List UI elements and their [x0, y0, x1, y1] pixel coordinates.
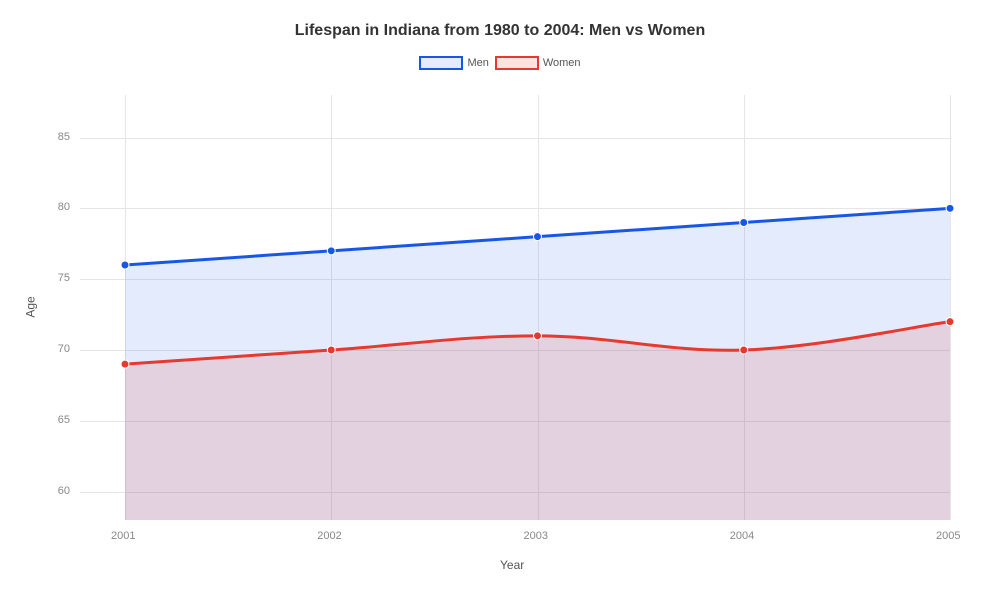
marker-men — [121, 261, 129, 269]
y-tick-label: 85 — [40, 131, 70, 143]
plot-area: 20012002200320042005606570758085 — [80, 95, 950, 520]
y-axis-title: Age — [24, 296, 38, 317]
marker-men — [327, 247, 335, 255]
legend: Men Women — [0, 56, 1000, 70]
gridline-vertical — [950, 95, 951, 520]
x-tick-label: 2001 — [111, 530, 135, 542]
legend-item-men: Men — [419, 56, 488, 70]
x-tick-label: 2004 — [730, 530, 754, 542]
legend-swatch-women — [495, 56, 539, 70]
chart-title: Lifespan in Indiana from 1980 to 2004: M… — [0, 0, 1000, 40]
y-tick-label: 60 — [40, 485, 70, 497]
chart-container: Lifespan in Indiana from 1980 to 2004: M… — [0, 0, 1000, 600]
y-tick-label: 80 — [40, 201, 70, 213]
marker-men — [946, 204, 954, 212]
marker-men — [740, 219, 748, 227]
marker-women — [534, 332, 542, 340]
marker-men — [534, 233, 542, 241]
y-tick-label: 75 — [40, 272, 70, 284]
x-tick-label: 2002 — [317, 530, 341, 542]
marker-women — [946, 318, 954, 326]
y-tick-label: 70 — [40, 343, 70, 355]
x-tick-label: 2005 — [936, 530, 960, 542]
marker-women — [121, 360, 129, 368]
legend-label-men: Men — [467, 57, 488, 69]
marker-women — [327, 346, 335, 354]
x-tick-label: 2003 — [524, 530, 548, 542]
legend-swatch-men — [419, 56, 463, 70]
marker-women — [740, 346, 748, 354]
legend-item-women: Women — [495, 56, 581, 70]
chart-svg — [80, 95, 950, 520]
x-axis-title: Year — [500, 558, 524, 572]
legend-label-women: Women — [543, 57, 581, 69]
y-tick-label: 65 — [40, 414, 70, 426]
